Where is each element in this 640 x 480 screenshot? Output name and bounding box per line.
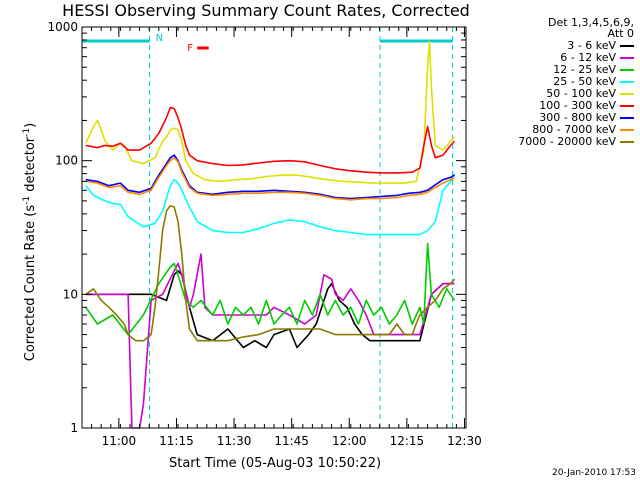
legend-title: Det 1,3,4,5,6,9,: [547, 16, 634, 29]
legend-item-swatch: [620, 129, 634, 131]
legend-item-5: 100 - 300 keV: [518, 100, 634, 112]
x-axis-label: Start Time (05-Aug-03 10:50:22): [169, 456, 381, 471]
series-line-2: [85, 242, 456, 336]
series-line-6: [85, 154, 455, 200]
y-tick-label-3: 1000: [47, 20, 78, 34]
x-tick-label-0: 11:00: [102, 434, 137, 448]
legend-item-1: 6 - 12 keV: [518, 52, 634, 64]
legend: 3 - 6 keV 6 - 12 keV 12 - 25 keV 25 - 50 ke…: [518, 40, 634, 148]
y-axis-label-sup-2: -1: [22, 128, 32, 137]
y-axis-label-text-2: detector: [23, 136, 38, 196]
flare-label: F: [187, 43, 193, 54]
x-tick-label-5: 12:15: [390, 434, 425, 448]
legend-item-label: 12 - 25 keV: [553, 63, 616, 76]
x-tick-label-4: 12:00: [332, 434, 367, 448]
y-axis-label: Corrected Count Rate (s-1 detector-1): [22, 123, 38, 361]
legend-item-swatch: [620, 57, 634, 59]
legend-item-swatch: [620, 105, 634, 107]
legend-item-3: 25 - 50 keV: [518, 76, 634, 88]
legend-item-4: 50 - 100 keV: [518, 88, 634, 100]
legend-item-label: 300 - 800 keV: [539, 111, 616, 124]
legend-item-swatch: [620, 69, 634, 71]
legend-item-7: 800 - 7000 keV: [518, 124, 634, 136]
series-line-7: [85, 157, 455, 201]
y-axis-label-text: Corrected Count Rate (s: [23, 205, 38, 362]
legend-subtitle: Att 0: [607, 27, 634, 40]
legend-item-swatch: [620, 117, 634, 119]
legend-item-label: 3 - 6 keV: [567, 39, 616, 52]
footer-date: 20-Jan-2010 17:53: [551, 468, 636, 478]
y-tick-label-0: 1: [70, 421, 78, 435]
legend-item-swatch: [620, 81, 634, 83]
y-axis-label-sup-1: -1: [22, 196, 32, 205]
y-tick-label-2: 100: [55, 154, 78, 168]
series-line-5: [85, 106, 456, 174]
plot-frame: [81, 26, 467, 429]
legend-item-label: 50 - 100 keV: [546, 87, 616, 100]
legend-item-swatch: [620, 93, 634, 95]
x-tick-label-3: 11:45: [274, 434, 309, 448]
x-tick-label-6: 12:30: [447, 434, 482, 448]
y-tick-label-1: 10: [63, 287, 78, 301]
legend-item-0: 3 - 6 keV: [518, 40, 634, 52]
x-tick-label-1: 11:15: [159, 434, 194, 448]
x-tick-label-2: 11:30: [217, 434, 252, 448]
night-label-0: N: [156, 33, 163, 44]
legend-item-label: 6 - 12 keV: [560, 51, 616, 64]
legend-item-6: 300 - 800 keV: [518, 112, 634, 124]
legend-item-swatch: [620, 141, 634, 143]
series-line-3: [85, 173, 456, 236]
legend-item-8: 7000 - 20000 keV: [518, 136, 634, 148]
legend-item-label: 100 - 300 keV: [539, 99, 616, 112]
legend-item-label: 7000 - 20000 keV: [518, 135, 616, 148]
series-line-8: [85, 204, 456, 342]
legend-item-label: 25 - 50 keV: [553, 75, 616, 88]
legend-item-label: 800 - 7000 keV: [532, 123, 616, 136]
legend-item-2: 12 - 25 keV: [518, 64, 634, 76]
series-layer: [85, 40, 456, 429]
axes-layer: 1 10 100 1000 11:00 11:15 11:30 11:45 12:00 12:15…: [47, 20, 481, 448]
legend-item-swatch: [620, 45, 634, 47]
chart-title: HESSI Observing Summary Count Rates, Cor…: [62, 1, 470, 20]
annotations-layer: NF: [81, 27, 454, 428]
y-axis-label-text-3: ): [23, 123, 38, 128]
